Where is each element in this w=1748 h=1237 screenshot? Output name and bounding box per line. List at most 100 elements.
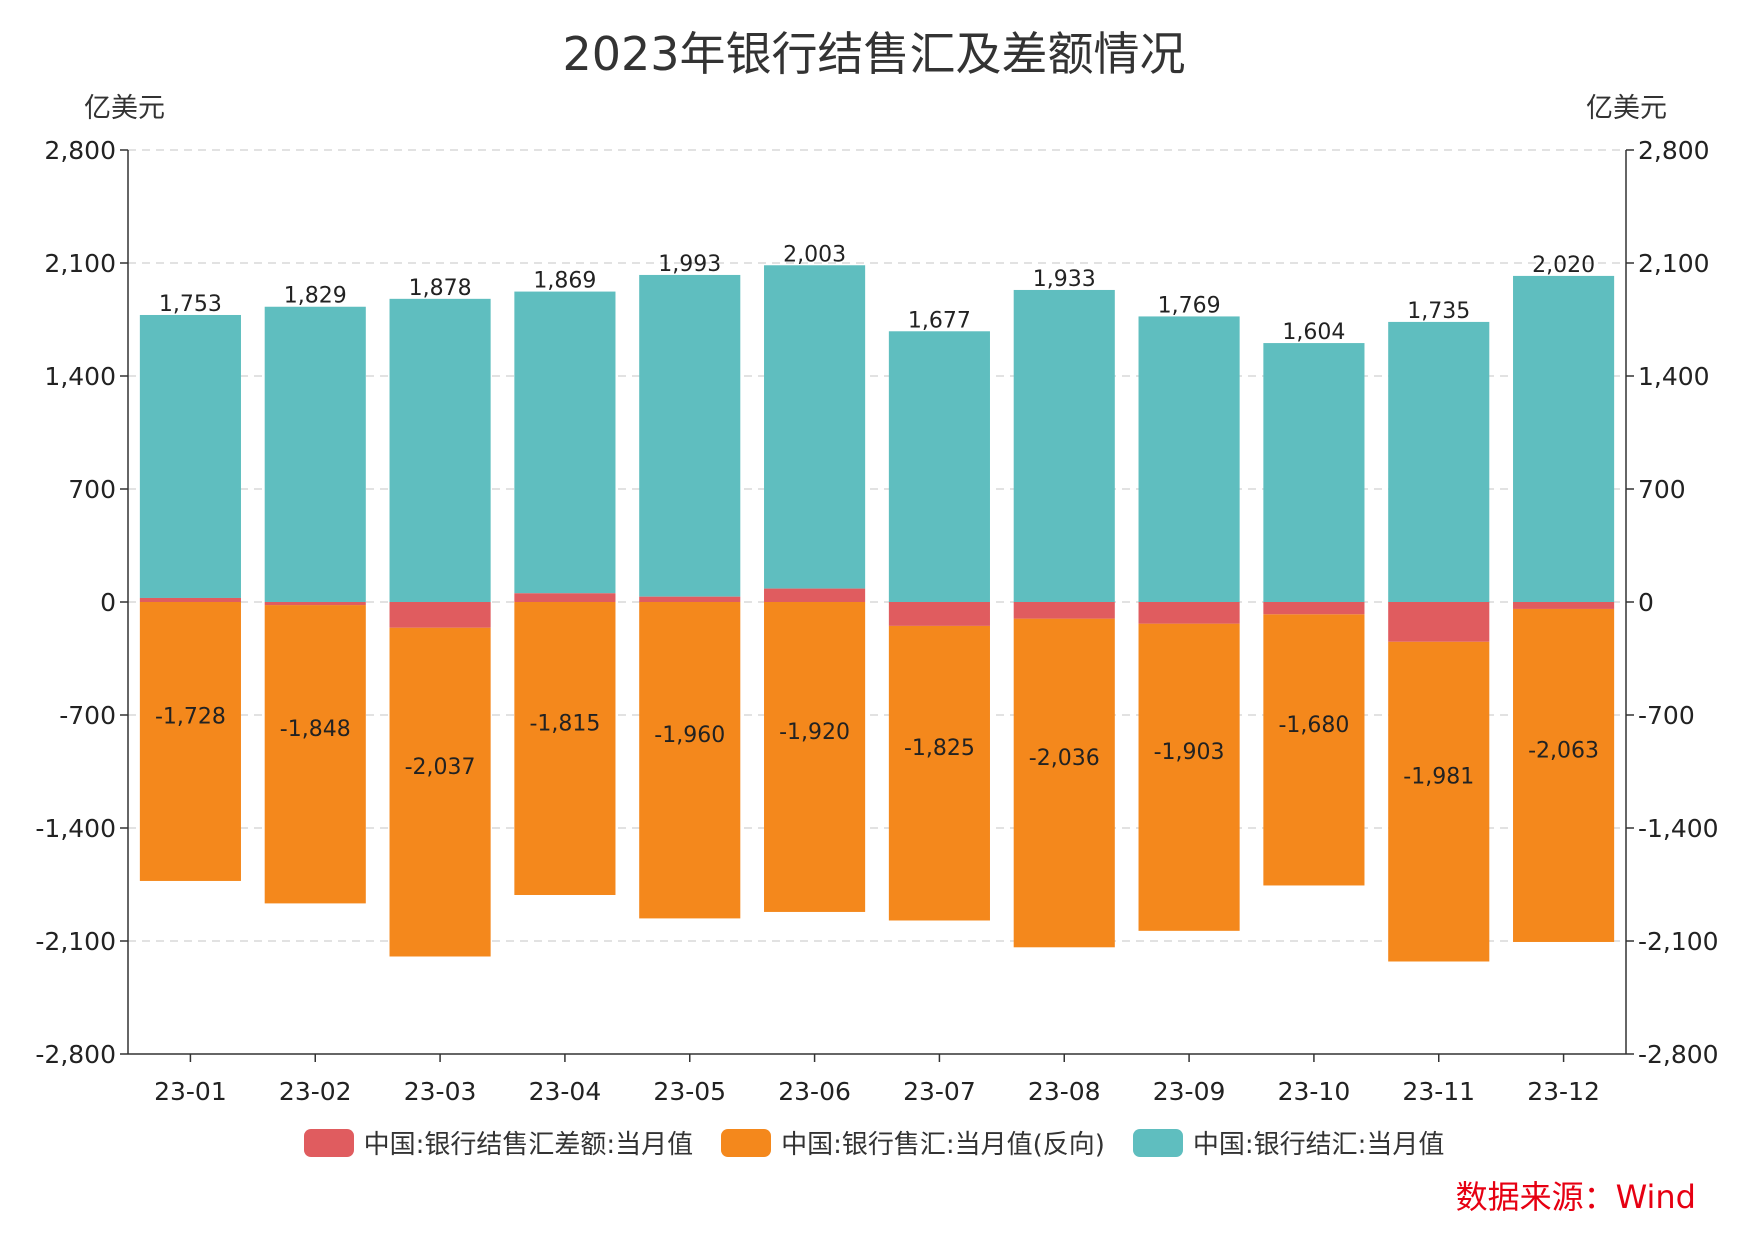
x-tick-label: 23-04 xyxy=(529,1077,602,1106)
bar-buy xyxy=(1013,289,1115,602)
bar-buy xyxy=(1388,321,1490,602)
legend-item-sell[interactable]: 中国:银行售汇:当月值(反向) xyxy=(721,1124,1105,1161)
bar-buy xyxy=(1263,343,1365,602)
y-tick-label-right: 1,400 xyxy=(1638,362,1710,391)
x-tick-label: 23-07 xyxy=(903,1077,976,1106)
data-label-buy: 1,769 xyxy=(1158,293,1221,318)
y-tick-label-right: -2,800 xyxy=(1638,1040,1719,1069)
y-tick-label-left: -1,400 xyxy=(35,814,116,843)
right-axis-unit: 亿美元 xyxy=(1586,93,1667,124)
bar-diff xyxy=(264,602,366,606)
data-label-sell: -2,036 xyxy=(1029,746,1100,771)
bar-buy xyxy=(888,331,990,602)
data-label-buy: 1,829 xyxy=(284,284,347,309)
data-label-buy: 1,878 xyxy=(409,276,472,301)
legend-label-sell: 中国:银行售汇:当月值(反向) xyxy=(781,1130,1105,1160)
legend-swatch-diff xyxy=(303,1128,354,1157)
data-label-sell: -1,920 xyxy=(779,720,850,745)
bar-diff xyxy=(1263,602,1365,615)
y-tick-label-left: -700 xyxy=(59,701,116,730)
legend-item-diff[interactable]: 中国:银行结售汇差额:当月值 xyxy=(303,1124,694,1161)
legend-label-diff: 中国:银行结售汇差额:当月值 xyxy=(363,1130,694,1160)
x-tick-label: 23-05 xyxy=(653,1077,726,1106)
data-label-sell: -1,728 xyxy=(155,704,226,729)
y-tick-label-left: 2,800 xyxy=(44,136,116,165)
bar-sell xyxy=(139,602,241,881)
bar-sell xyxy=(264,605,366,904)
chart-title: 2023年银行结售汇及差额情况 xyxy=(562,27,1186,81)
y-tick-label-left: -2,100 xyxy=(35,927,116,956)
bar-diff xyxy=(514,593,616,602)
data-label-sell: -1,815 xyxy=(529,711,600,736)
x-tick-label: 23-01 xyxy=(154,1077,227,1106)
data-label-buy: 1,677 xyxy=(908,308,971,333)
data-label-buy: 2,020 xyxy=(1532,253,1595,278)
data-label-sell: -1,680 xyxy=(1278,713,1349,738)
bar-diff xyxy=(1388,602,1490,642)
data-label-sell: -1,825 xyxy=(904,736,975,761)
bar-buy xyxy=(1138,316,1240,602)
bar-buy xyxy=(514,291,616,594)
bar-sell xyxy=(764,602,866,912)
data-label-buy: 1,604 xyxy=(1282,320,1345,345)
x-tick-label: 23-12 xyxy=(1527,1077,1600,1106)
y-tick-label-left: 1,400 xyxy=(44,362,116,391)
bar-diff xyxy=(139,597,241,602)
bar-sell xyxy=(514,602,616,895)
y-tick-label-left: 700 xyxy=(68,475,116,504)
data-label-sell: -2,037 xyxy=(405,755,476,780)
x-tick-label: 23-06 xyxy=(778,1077,851,1106)
bar-buy xyxy=(639,274,741,597)
y-tick-label-left: -2,800 xyxy=(35,1040,116,1069)
data-label-buy: 1,753 xyxy=(159,292,222,317)
data-label-buy: 2,003 xyxy=(783,242,846,267)
legend-swatch-buy xyxy=(1132,1128,1183,1157)
bar-diff xyxy=(639,596,741,602)
y-tick-label-right: 0 xyxy=(1638,588,1654,617)
bar-sell xyxy=(1263,614,1365,886)
bar-sell xyxy=(1388,641,1490,962)
x-tick-label: 23-10 xyxy=(1278,1077,1351,1106)
bar-buy xyxy=(139,314,241,598)
bar-sell xyxy=(888,625,990,921)
data-label-sell: -2,063 xyxy=(1528,738,1599,763)
legend-swatch-sell xyxy=(721,1128,772,1157)
bar-sell xyxy=(1138,623,1240,931)
data-label-sell: -1,960 xyxy=(654,723,725,748)
data-label-sell: -1,848 xyxy=(280,717,351,742)
legend-item-buy[interactable]: 中国:银行结汇:当月值 xyxy=(1132,1124,1444,1161)
y-tick-label-right: -700 xyxy=(1638,701,1695,730)
bar-sell xyxy=(639,602,741,919)
bar-buy xyxy=(764,265,866,589)
bar-diff xyxy=(1138,602,1240,624)
y-tick-label-right: -1,400 xyxy=(1638,814,1719,843)
data-source: 数据来源：Wind xyxy=(1455,1178,1696,1216)
y-tick-label-right: 2,800 xyxy=(1638,136,1710,165)
x-tick-label: 23-08 xyxy=(1028,1077,1101,1106)
bar-buy xyxy=(389,298,491,602)
bar-buy xyxy=(1513,275,1615,602)
data-label-buy: 1,993 xyxy=(658,252,721,277)
bar-sell xyxy=(389,627,491,957)
y-tick-label-left: 0 xyxy=(100,588,116,617)
x-tick-label: 23-11 xyxy=(1402,1077,1475,1106)
bar-diff xyxy=(1013,602,1115,619)
data-label-buy: 1,869 xyxy=(533,269,596,294)
bar-diff xyxy=(389,602,491,628)
data-label-buy: 1,735 xyxy=(1407,299,1470,324)
x-tick-label: 23-02 xyxy=(279,1077,352,1106)
y-tick-label-right: -2,100 xyxy=(1638,927,1719,956)
y-tick-label-left: 2,100 xyxy=(44,249,116,278)
bar-diff xyxy=(764,588,866,602)
bar-buy xyxy=(264,306,366,602)
left-axis-unit: 亿美元 xyxy=(84,93,165,124)
y-tick-label-right: 700 xyxy=(1638,475,1686,504)
data-label-sell: -1,981 xyxy=(1403,765,1474,790)
x-tick-label: 23-09 xyxy=(1153,1077,1226,1106)
legend: 中国:银行结售汇差额:当月值 中国:银行售汇:当月值(反向) 中国:银行结汇:当… xyxy=(0,1124,1748,1161)
data-label-buy: 1,933 xyxy=(1033,267,1096,292)
data-label-sell: -1,903 xyxy=(1154,740,1225,765)
bar-diff xyxy=(888,602,990,626)
bar-sell xyxy=(1513,608,1615,942)
